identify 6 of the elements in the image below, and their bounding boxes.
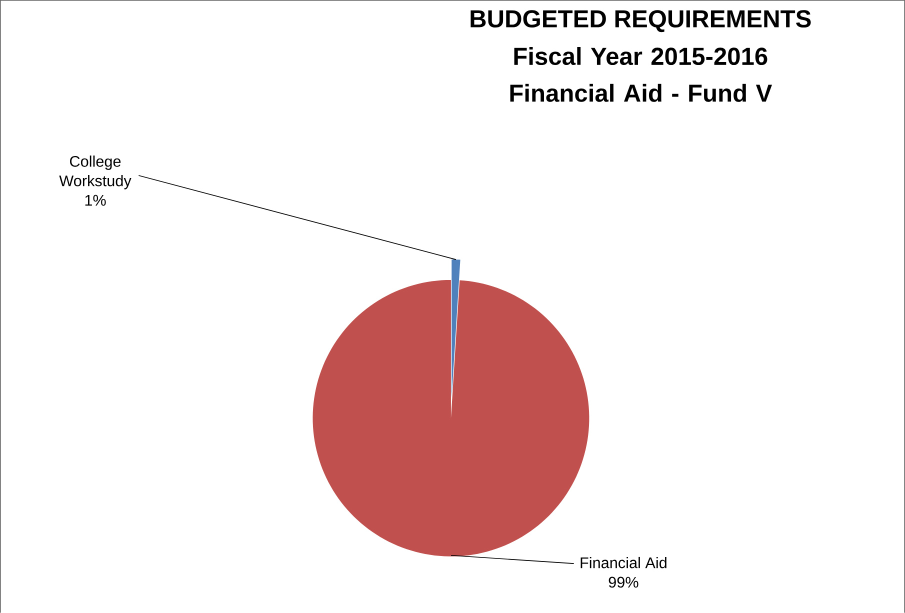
chart-subtitle: Fiscal Year 2015-2016 Financial Aid - Fund V bbox=[510, 46, 772, 102]
slice-label: College Workstudy bbox=[59, 155, 132, 190]
data-label: 99% bbox=[608, 576, 638, 588]
chart-title: BUDGETED REQUIREMENTS bbox=[470, 10, 811, 32]
slice-label: Financial Aid bbox=[580, 556, 666, 568]
data-label: 1% bbox=[85, 194, 106, 206]
